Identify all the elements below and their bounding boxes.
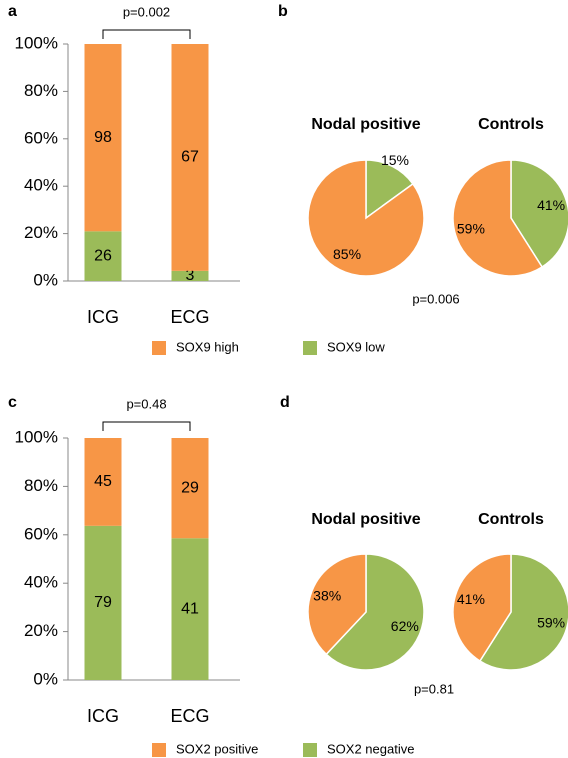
- panel-letter: a: [8, 3, 17, 20]
- pie-title: Nodal positive: [311, 511, 420, 528]
- bar-segment: [84, 438, 122, 526]
- y-tick-label: 100%: [15, 427, 58, 446]
- panel-letter: c: [8, 394, 17, 411]
- segment-label: 41: [181, 600, 199, 617]
- y-tick-label: 40%: [24, 573, 58, 592]
- y-tick-label: 40%: [24, 176, 58, 195]
- segment-label: 67: [181, 149, 199, 166]
- x-tick-label: ICG: [87, 706, 119, 726]
- pie-slice: [452, 553, 512, 663]
- legend-label: SOX2 positive: [176, 741, 258, 756]
- slice-label: 62%: [391, 618, 419, 634]
- segment-label: 98: [94, 129, 112, 146]
- legend-label: SOX2 negative: [327, 741, 414, 756]
- y-tick-label: 20%: [24, 621, 58, 640]
- legend-swatch: [303, 341, 317, 355]
- pie-slice: [325, 553, 425, 671]
- slice-label: 59%: [457, 220, 485, 236]
- legend-label: SOX9 high: [176, 339, 239, 354]
- y-tick-label: 0%: [33, 270, 58, 289]
- legend-swatch: [303, 743, 317, 757]
- bar-segment: [84, 231, 122, 281]
- legend-swatch: [152, 341, 166, 355]
- p-value: p=0.48: [126, 396, 166, 411]
- slice-label: 85%: [333, 246, 361, 262]
- significance-bracket: [102, 421, 191, 431]
- segment-label: 29: [181, 479, 199, 496]
- bar-segment: [171, 44, 209, 271]
- y-tick-label: 80%: [24, 81, 58, 100]
- slice-label: 41%: [457, 591, 485, 607]
- pie-slice: [452, 159, 544, 277]
- bar-segment: [171, 438, 209, 539]
- segment-label: 45: [94, 473, 112, 490]
- segment-label: 26: [94, 247, 112, 264]
- y-tick-label: 60%: [24, 524, 58, 543]
- bar-segment: [84, 44, 122, 232]
- x-tick-label: ECG: [170, 307, 209, 327]
- segment-label: 3: [186, 267, 195, 284]
- slice-label: 59%: [537, 614, 565, 630]
- y-tick-label: 100%: [15, 33, 58, 52]
- p-value: p=0.81: [414, 681, 454, 696]
- p-value: p=0.002: [123, 4, 170, 19]
- p-value: p=0.006: [412, 291, 459, 306]
- bar-segment: [171, 538, 209, 680]
- pie-title: Nodal positive: [311, 116, 420, 133]
- y-tick-label: 20%: [24, 223, 58, 242]
- slice-label: 15%: [381, 152, 409, 168]
- y-tick-label: 0%: [33, 669, 58, 688]
- pie-slice: [307, 159, 425, 277]
- x-tick-label: ECG: [170, 706, 209, 726]
- legend-swatch: [152, 743, 166, 757]
- panel-letter: b: [278, 3, 288, 20]
- significance-bracket: [102, 29, 191, 39]
- pie-slice: [365, 159, 414, 220]
- bar-segment: [171, 270, 209, 281]
- pie-title: Controls: [478, 116, 544, 133]
- slice-label: 41%: [537, 197, 565, 213]
- bar-segment: [84, 525, 122, 680]
- pie-slice: [307, 553, 367, 656]
- pie-title: Controls: [478, 511, 544, 528]
- panel-letter: d: [280, 394, 290, 411]
- pie-slice: [478, 553, 568, 671]
- legend-label: SOX9 low: [327, 339, 385, 354]
- segment-label: 79: [94, 594, 112, 611]
- y-tick-label: 80%: [24, 476, 58, 495]
- x-tick-label: ICG: [87, 307, 119, 327]
- slice-label: 38%: [313, 587, 341, 603]
- y-tick-label: 60%: [24, 128, 58, 147]
